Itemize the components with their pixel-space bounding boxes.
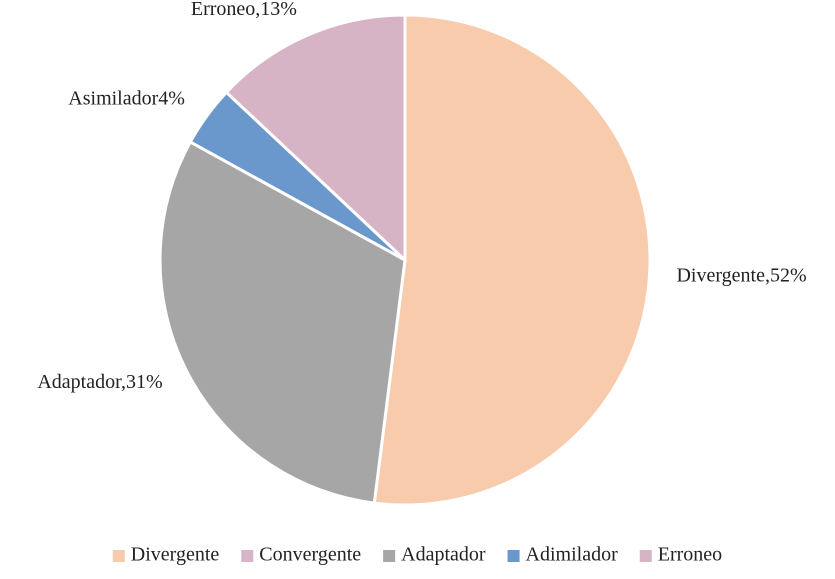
legend-swatch xyxy=(241,550,254,562)
legend-swatch xyxy=(507,550,520,562)
data-label: Asimilador4% xyxy=(68,88,185,110)
legend-label: Adaptador xyxy=(401,544,486,566)
legend-swatch xyxy=(383,550,396,562)
data-label: Adaptador,31% xyxy=(37,371,162,393)
legend-label: Erroneo xyxy=(658,544,722,566)
legend-label: Convergente xyxy=(259,544,361,566)
pie-slice xyxy=(372,13,652,507)
data-label: Erroneo,13% xyxy=(191,0,297,20)
legend-label: Divergente xyxy=(131,544,220,566)
legend-label: Adimilador xyxy=(526,544,619,566)
pie-slice xyxy=(158,139,407,505)
legend-swatch xyxy=(639,550,652,562)
legend-swatch xyxy=(112,550,125,562)
pie-slice xyxy=(224,13,407,264)
data-label: Divergente,52% xyxy=(676,265,806,287)
